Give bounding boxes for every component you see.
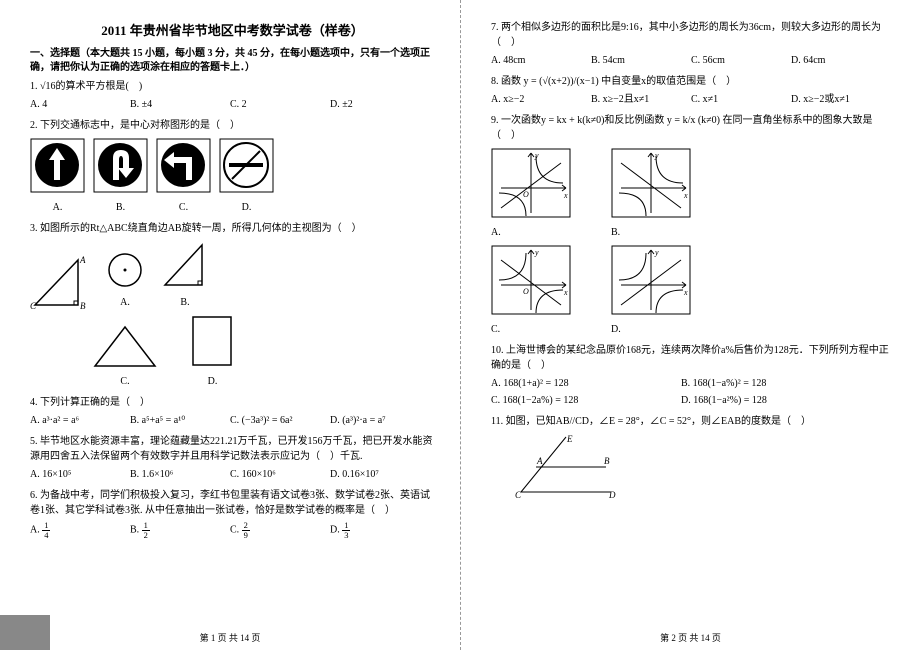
footer-right: 第 2 页 共 14 页 [461,631,920,644]
svg-text:D: D [608,490,616,500]
q9-text: 9. 一次函数y = kx + k(k≠0)和反比例函数 y = k/x (k≠… [491,113,895,143]
q10-text: 10. 上海世博会的某纪念品原价168元，连续两次降价a%后售价为128元．下列… [491,343,895,373]
angle-diagram-icon: A B C D E [511,432,621,502]
q4-optC: C. (−3a³)² = 6a² [230,413,320,428]
svg-text:x: x [683,191,688,200]
question-4: 4. 下列计算正确的是（ ） A. a³·a² = a⁶ B. a⁵+a⁵ = … [30,395,435,428]
right-page: 7. 两个相似多边形的面积比是9:16，其中小多边形的周长为36cm，则较大多边… [460,0,920,650]
question-3: 3. 如图所示的Rt△ABC绕直角边AB旋转一周，所得几何体的主视图为（ ） A… [30,221,435,389]
q3-text: 3. 如图所示的Rt△ABC绕直角边AB旋转一周，所得几何体的主视图为（ ） [30,221,435,236]
exam-title: 2011 年贵州省毕节地区中考数学试卷（样卷） [30,20,435,39]
q4-text: 4. 下列计算正确的是（ ） [30,395,435,410]
rectangle-option-icon [190,314,235,369]
section-1-header: 一、选择题（本大题共 15 小题，每小题 3 分，共 45 分，在每小题选项中，… [30,47,435,75]
svg-text:E: E [566,434,573,444]
q1-optB: B. ±4 [130,97,220,112]
q6-optD: D. 13 [330,521,420,539]
question-7: 7. 两个相似多边形的面积比是9:16，其中小多边形的周长为36cm，则较大多边… [491,20,895,68]
q8-optD: D. x≥−2或x≠1 [791,92,881,107]
q4-optD: D. (a³)²·a = a⁷ [330,413,420,428]
q1-optD: D. ±2 [330,97,420,112]
q7-optC: C. 56cm [691,53,781,68]
graph-d-icon: xy [611,245,691,315]
q1-optA: A. 4 [30,97,120,112]
q8-optC: C. x≠1 [691,92,781,107]
footer-left: 第 1 页 共 14 页 [0,631,460,644]
q3-shapes-row1: ABC A. B. [30,240,435,310]
q10-optA: A. 168(1+a)² = 128 [491,376,671,391]
q6-optB: B. 12 [130,521,220,539]
q8-text: 8. 函数 y = (√(x+2))/(x−1) 中自变量x的取值范围是（ ） [491,74,895,89]
q11-text: 11. 如图，已知AB//CD，∠E = 28°，∠C = 52°，则∠EAB的… [491,414,895,429]
svg-text:x: x [563,288,568,297]
svg-text:y: y [654,248,659,257]
q2-text: 2. 下列交通标志中，是中心对称图形的是（ ） [30,118,435,133]
sign-up-arrow-icon [30,138,85,193]
question-8: 8. 函数 y = (√(x+2))/(x−1) 中自变量x的取值范围是（ ） … [491,74,895,107]
q7-optB: B. 54cm [591,53,681,68]
q6-optC: C. 29 [230,521,320,539]
q5-optB: B. 1.6×10⁶ [130,467,220,482]
q10-optB: B. 168(1−a%)² = 128 [681,376,861,391]
isoceles-triangle-icon [90,324,160,369]
q5-optC: C. 160×10⁶ [230,467,320,482]
circle-option-icon [105,250,145,290]
q9-graphs-row2: xyO C. xy D. [491,245,895,337]
graph-a-icon: xyO [491,148,571,218]
q4-optA: A. a³·a² = a⁶ [30,413,120,428]
svg-text:A: A [79,255,86,265]
svg-text:x: x [683,288,688,297]
sign-no-entry-icon [219,138,274,193]
q6-text: 6. 为备战中考，同学们积极投入复习，李红书包里装有语文试卷3张、数学试卷2张、… [30,488,435,518]
triangle-abc-icon: A B C [30,255,90,310]
q3-shapes-row2: C. D. [90,314,435,389]
svg-text:C: C [30,301,37,310]
q5-optD: D. 0.16×10⁷ [330,467,420,482]
q8-optB: B. x≥−2且x≠1 [591,92,681,107]
q7-text: 7. 两个相似多边形的面积比是9:16，其中小多边形的周长为36cm，则较大多边… [491,20,895,50]
q9-graphs-row1: xyO A. xy B. [491,148,895,240]
q4-optB: B. a⁵+a⁵ = a¹⁰ [130,413,220,428]
sign-uturn-icon [93,138,148,193]
traffic-signs-row: A. B. C. D. [30,138,435,215]
svg-text:B: B [604,456,610,466]
q7-optD: D. 64cm [791,53,881,68]
svg-text:C: C [515,490,522,500]
svg-text:y: y [534,248,539,257]
q1-text: 1. √16的算术平方根是( ) [30,79,435,94]
question-10: 10. 上海世博会的某纪念品原价168元，连续两次降价a%后售价为128元．下列… [491,343,895,408]
question-6: 6. 为备战中考，同学们积极投入复习，李红书包里装有语文试卷3张、数学试卷2张、… [30,488,435,539]
gray-corner-box [0,615,50,650]
svg-text:x: x [563,191,568,200]
graph-c-icon: x y O [491,245,571,315]
question-9: 9. 一次函数y = kx + k(k≠0)和反比例函数 y = k/x (k≠… [491,113,895,337]
svg-text:A: A [536,456,543,466]
sign-left-turn-icon [156,138,211,193]
question-1: 1. √16的算术平方根是( ) A. 4 B. ±4 C. 2 D. ±2 [30,79,435,112]
question-5: 5. 毕节地区水能资源丰富，理论蕴藏量达221.21万千瓦，已开发156万千瓦，… [30,434,435,482]
question-11: 11. 如图，已知AB//CD，∠E = 28°，∠C = 52°，则∠EAB的… [491,414,895,507]
q10-optC: C. 168(1−2a%) = 128 [491,393,671,408]
q10-optD: D. 168(1−a²%) = 128 [681,393,861,408]
q5-optA: A. 16×10⁵ [30,467,120,482]
graph-b-icon: xy [611,148,691,218]
q8-optA: A. x≥−2 [491,92,581,107]
svg-text:B: B [80,301,86,310]
q5-text: 5. 毕节地区水能资源丰富，理论蕴藏量达221.21万千瓦，已开发156万千瓦，… [30,434,435,464]
left-page: 2011 年贵州省毕节地区中考数学试卷（样卷） 一、选择题（本大题共 15 小题… [0,0,460,650]
q6-optA: A. 14 [30,521,120,539]
right-triangle-option-icon [160,240,210,290]
q7-optA: A. 48cm [491,53,581,68]
svg-text:O: O [523,287,529,296]
question-2: 2. 下列交通标志中，是中心对称图形的是（ ） A. B. C. D. [30,118,435,215]
q1-optC: C. 2 [230,97,320,112]
